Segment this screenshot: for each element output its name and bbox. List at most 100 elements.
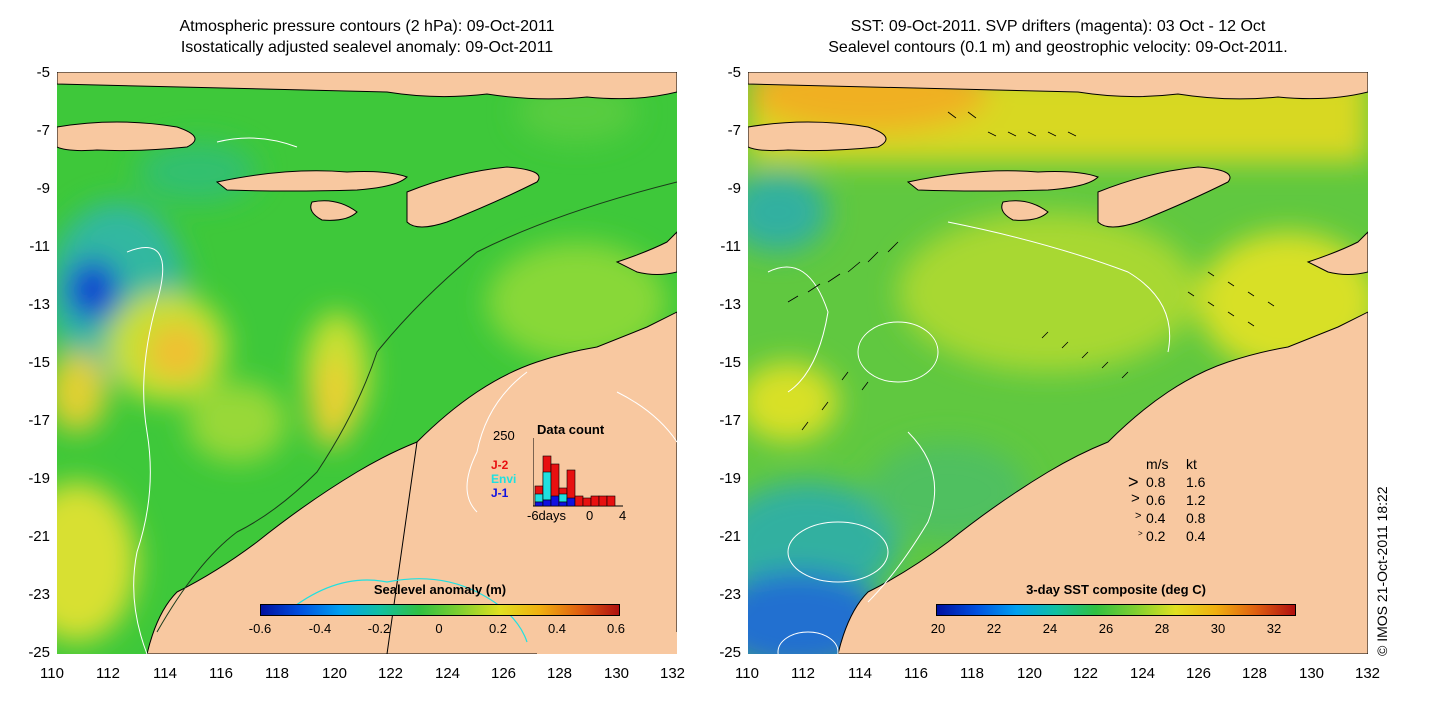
right-x-label: 114 xyxy=(848,665,872,682)
left-y-label: -9 xyxy=(36,180,50,197)
legend-row-ms: 0.6 xyxy=(1146,492,1166,508)
right-colorbar-label-6: 32 xyxy=(1266,621,1282,636)
right-x-label: 118 xyxy=(960,665,984,682)
right-x-label: 120 xyxy=(1017,665,1043,682)
left-y-label: -15 xyxy=(28,354,50,371)
left-y-label: -13 xyxy=(28,296,50,313)
right-y-label: -11 xyxy=(720,238,741,255)
velocity-legend: m/s kt > 0.8 1.6 > 0.6 1.2 > 0.4 0.8 > 0… xyxy=(1128,456,1248,546)
right-map-graphic xyxy=(748,72,1368,654)
right-y-label: -23 xyxy=(719,586,741,603)
legend-row-ms: 0.4 xyxy=(1146,510,1166,526)
right-colorbar-label-2: 24 xyxy=(1042,621,1058,636)
right-x-label: 128 xyxy=(1242,665,1268,682)
land-right xyxy=(748,72,1368,654)
left-x-label: 130 xyxy=(604,665,630,682)
left-map-graphic xyxy=(57,72,677,654)
left-colorbar-label-6: 0.6 xyxy=(606,621,626,636)
right-y-label: -15 xyxy=(719,354,741,371)
left-x-label: 110 xyxy=(40,665,64,682)
right-x-label: 130 xyxy=(1299,665,1325,682)
left-colorbar-label-3: 0 xyxy=(435,621,443,636)
left-colorbar-label-1: -0.4 xyxy=(308,621,332,636)
left-colorbar xyxy=(260,604,620,616)
legend-arrow-icon: > xyxy=(1131,490,1140,507)
geostrophic-velocity-vectors xyxy=(787,111,1275,431)
data-count-xlabel-zero: 0 xyxy=(586,508,594,523)
right-y-label: -19 xyxy=(719,470,741,487)
left-x-label: 118 xyxy=(265,665,289,682)
right-title-line1: SST: 09-Oct-2011. SVP drifters (magenta)… xyxy=(850,18,1266,35)
right-y-label: -13 xyxy=(719,296,741,313)
left-colorbar-label-4: 0.2 xyxy=(488,621,508,636)
right-x-label: 116 xyxy=(904,665,928,682)
data-count-ymax: 250 xyxy=(493,428,515,443)
left-colorbar-label-0: -0.6 xyxy=(248,621,272,636)
right-colorbar-label-5: 30 xyxy=(1210,621,1226,636)
legend-header-kt: kt xyxy=(1186,456,1197,472)
data-count-inset: Data count 250 J-2 Envi J-1 -6days 0 4 xyxy=(467,402,667,532)
left-x-label: 112 xyxy=(96,665,120,682)
right-title-line2: Sealevel contours (0.1 m) and geostrophi… xyxy=(828,39,1288,56)
legend-j2: J-2 xyxy=(491,458,509,472)
right-y-label: -21 xyxy=(719,528,741,545)
legend-arrow-icon: > xyxy=(1138,529,1143,538)
left-x-label: 120 xyxy=(322,665,348,682)
left-x-label: 116 xyxy=(209,665,233,682)
right-y-label: -5 xyxy=(727,64,741,81)
left-x-label: 128 xyxy=(547,665,573,682)
legend-row-ms: 0.8 xyxy=(1146,474,1166,490)
legend-arrow-icon: > xyxy=(1135,510,1142,522)
right-x-label: 132 xyxy=(1355,665,1381,682)
legend-arrow-icon: > xyxy=(1128,472,1139,492)
right-y-label: -9 xyxy=(727,180,741,197)
left-x-label: 124 xyxy=(435,665,461,682)
data-count-xlabel-end: 4 xyxy=(619,508,627,523)
left-x-label: 114 xyxy=(153,665,177,682)
right-x-label: 112 xyxy=(791,665,815,682)
left-y-label: -7 xyxy=(36,122,50,139)
right-colorbar-label-0: 20 xyxy=(930,621,946,636)
right-x-label: 124 xyxy=(1130,665,1156,682)
sealevel-contours xyxy=(767,221,1171,654)
legend-header-ms: m/s xyxy=(1146,456,1169,472)
left-title-line1: Atmospheric pressure contours (2 hPa): 0… xyxy=(179,18,555,35)
legend-envi: Envi xyxy=(491,472,517,486)
left-y-label: -5 xyxy=(36,64,50,81)
right-y-label: -25 xyxy=(719,644,741,661)
right-y-label: -17 xyxy=(719,412,741,429)
legend-row-ms: 0.2 xyxy=(1146,528,1166,544)
right-colorbar-title: 3-day SST composite (deg C) xyxy=(1026,582,1206,597)
legend-j1: J-1 xyxy=(491,486,509,500)
left-y-label: -21 xyxy=(28,528,50,545)
depth-contours xyxy=(156,181,677,633)
data-count-bars xyxy=(533,438,623,507)
right-colorbar-label-4: 28 xyxy=(1154,621,1170,636)
legend-row-kt: 0.8 xyxy=(1186,510,1206,526)
land xyxy=(57,72,677,654)
left-x-label: 122 xyxy=(378,665,404,682)
right-sst-map: m/s kt > 0.8 1.6 > 0.6 1.2 > 0.4 0.8 > 0… xyxy=(748,72,1368,654)
legend-row-kt: 1.6 xyxy=(1186,474,1206,490)
legend-row-kt: 1.2 xyxy=(1186,492,1206,508)
left-title-line2: Isostatically adjusted sealevel anomaly:… xyxy=(180,39,554,56)
right-colorbar xyxy=(936,604,1296,616)
pressure-contours xyxy=(126,137,677,654)
data-count-title: Data count xyxy=(537,422,605,437)
right-x-label: 122 xyxy=(1073,665,1099,682)
right-y-label: -7 xyxy=(727,122,741,139)
right-x-label: 126 xyxy=(1186,665,1212,682)
left-y-label: -11 xyxy=(29,238,50,255)
left-y-label: -23 xyxy=(28,586,50,603)
left-y-label: -25 xyxy=(28,644,50,661)
left-y-label: -19 xyxy=(28,470,50,487)
legend-row-kt: 0.4 xyxy=(1186,528,1206,544)
left-x-label: 132 xyxy=(660,665,686,682)
left-colorbar-label-5: 0.4 xyxy=(547,621,567,636)
left-y-label: -17 xyxy=(28,412,50,429)
data-count-xlabel-start: -6days xyxy=(527,508,567,523)
left-colorbar-label-2: -0.2 xyxy=(367,621,391,636)
right-colorbar-label-3: 26 xyxy=(1098,621,1114,636)
left-sealevel-map: Data count 250 J-2 Envi J-1 -6days 0 4 xyxy=(57,72,677,654)
left-colorbar-title: Sealevel anomaly (m) xyxy=(373,582,507,597)
